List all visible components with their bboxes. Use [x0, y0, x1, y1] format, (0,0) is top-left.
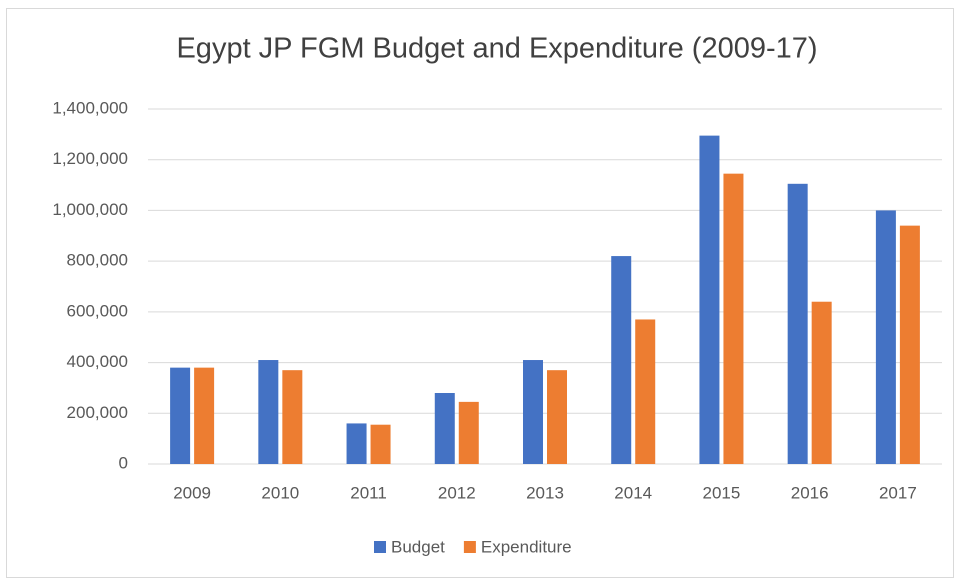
bar: [346, 423, 367, 464]
bar: [899, 225, 920, 464]
legend-swatch: [374, 541, 386, 553]
x-tick-label: 2016: [791, 483, 829, 502]
bar: [258, 360, 279, 464]
legend-swatch: [463, 541, 476, 553]
bar: [370, 424, 391, 464]
bar: [811, 301, 832, 464]
x-tick-label: 2010: [261, 483, 299, 502]
bar: [635, 319, 656, 464]
bar: [170, 367, 191, 464]
chart-title: Egypt JP FGM Budget and Expenditure (200…: [176, 33, 817, 65]
bar: [875, 210, 896, 464]
y-tick-label: 1,400,000: [52, 98, 128, 117]
y-tick-label: 0: [119, 453, 128, 472]
x-tick-label: 2013: [526, 483, 564, 502]
bar: [547, 370, 567, 464]
bar: [611, 256, 632, 464]
bar: [194, 367, 215, 464]
y-tick-label: 1,000,000: [52, 200, 128, 219]
y-tick-label: 400,000: [67, 352, 128, 371]
legend-label: Expenditure: [481, 537, 572, 556]
x-tick-label: 2009: [173, 483, 211, 502]
x-tick-label: 2014: [614, 483, 652, 502]
legend-label: Budget: [391, 537, 445, 556]
y-tick-label: 200,000: [67, 403, 128, 422]
x-tick-label: 2011: [350, 483, 387, 502]
x-tick-label: 2017: [879, 483, 917, 502]
y-tick-label: 1,200,000: [52, 149, 128, 168]
x-tick-label: 2012: [438, 483, 476, 502]
bar: [282, 370, 303, 464]
bar: [699, 135, 720, 464]
y-tick-label: 600,000: [67, 301, 128, 320]
x-tick-label: 2015: [703, 483, 741, 502]
bar: [458, 401, 479, 464]
bar: [787, 183, 808, 464]
bar: [523, 360, 543, 464]
bar: [723, 173, 744, 465]
y-tick-label: 800,000: [67, 251, 128, 270]
bar: [434, 393, 455, 464]
